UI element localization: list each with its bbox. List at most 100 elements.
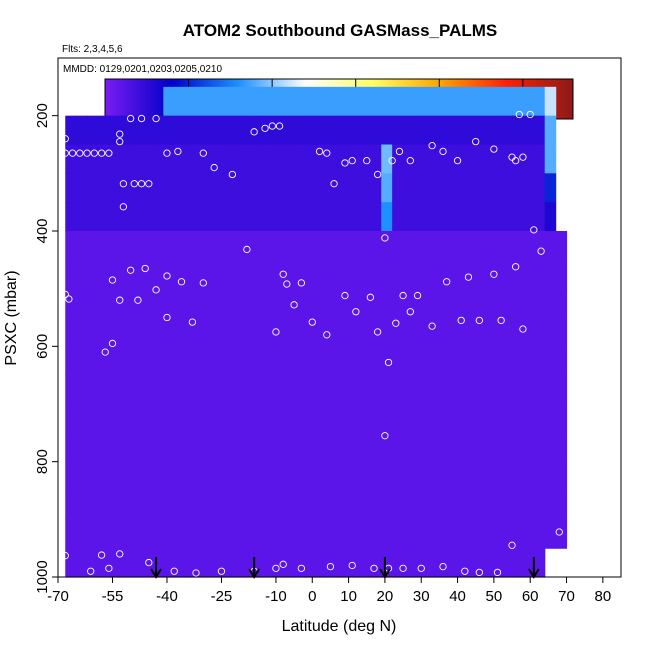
- heatmap-cell: [261, 144, 273, 174]
- heatmap-cell: [555, 490, 568, 520]
- heatmap-cell: [119, 461, 132, 492]
- heatmap-cell: [294, 86, 306, 117]
- heatmap-cell: [119, 519, 132, 549]
- heatmap-cell: [283, 202, 295, 232]
- heatmap-cell: [435, 86, 448, 117]
- heatmap-cell: [163, 173, 175, 203]
- heatmap-cell: [435, 202, 448, 232]
- heatmap-cell: [87, 519, 99, 549]
- heatmap-cell: [337, 202, 350, 232]
- sample-point: [101, 348, 109, 356]
- heatmap-cell: [435, 461, 448, 492]
- dates-note: MMDD: 0129,0201,0203,0205,0210: [63, 64, 222, 75]
- heatmap-cell: [87, 231, 99, 261]
- heatmap-cell: [403, 548, 415, 578]
- heatmap-cell: [130, 173, 143, 203]
- heatmap-cell: [381, 202, 393, 232]
- heatmap-cell: [490, 490, 502, 520]
- heatmap-cell: [87, 432, 99, 463]
- heatmap-cell: [512, 461, 524, 492]
- heatmap-cell: [87, 144, 99, 174]
- heatmap-cell: [261, 490, 273, 520]
- sample-point: [428, 142, 436, 150]
- heatmap-cell: [544, 86, 557, 117]
- heatmap-cell: [239, 375, 252, 405]
- heatmap-cell: [326, 548, 339, 578]
- heatmap-cell: [250, 519, 263, 549]
- heatmap-cell: [239, 86, 252, 117]
- sample-point: [406, 156, 414, 165]
- heatmap-cell: [196, 202, 208, 232]
- heatmap-cell: [326, 346, 339, 376]
- heatmap-cell: [119, 432, 132, 463]
- heatmap-cell: [152, 317, 164, 347]
- heatmap-cell: [348, 375, 361, 405]
- heatmap-cell: [163, 231, 175, 261]
- heatmap-cell: [97, 490, 110, 520]
- heatmap-cell: [261, 173, 273, 203]
- heatmap-cell: [239, 432, 252, 463]
- heatmap-cell: [403, 202, 415, 232]
- heatmap-cell: [468, 115, 480, 146]
- sample-point: [116, 137, 124, 146]
- x-tick-label: -25: [211, 588, 233, 605]
- heatmap-cell: [315, 231, 328, 261]
- heatmap-cell: [479, 404, 491, 434]
- heatmap-cell: [370, 231, 382, 261]
- heatmap-cell: [555, 432, 568, 463]
- heatmap-cell: [174, 144, 186, 174]
- heatmap-cell: [97, 375, 110, 405]
- heatmap-cell: [468, 548, 480, 578]
- heatmap-cell: [446, 173, 459, 203]
- heatmap-cell: [468, 173, 480, 203]
- sample-point: [177, 278, 186, 286]
- heatmap-cell: [479, 519, 491, 549]
- heatmap-cell: [304, 231, 317, 261]
- heatmap-cell: [228, 144, 241, 174]
- heatmap-cell: [457, 375, 470, 405]
- heatmap-cell: [152, 288, 164, 319]
- heatmap-cell: [250, 202, 263, 232]
- heatmap-cell: [468, 259, 480, 290]
- heatmap-cell: [370, 202, 382, 232]
- heatmap-cell: [392, 519, 404, 549]
- heatmap-cell: [392, 461, 404, 492]
- heatmap-cell: [304, 461, 317, 492]
- heatmap-cell: [479, 317, 491, 347]
- heatmap-cell: [228, 375, 241, 405]
- heatmap-cell: [130, 548, 143, 578]
- heatmap-cell: [457, 231, 470, 261]
- heatmap-cell: [381, 288, 393, 319]
- heatmap-cell: [370, 404, 382, 434]
- heatmap-cell: [501, 231, 513, 261]
- heatmap-cell: [294, 144, 306, 174]
- heatmap-cell: [130, 259, 143, 290]
- heatmap-cell: [239, 317, 252, 347]
- heatmap-cell: [196, 432, 208, 463]
- heatmap-cell: [239, 288, 252, 319]
- heatmap-cell: [315, 202, 328, 232]
- sample-point: [370, 564, 378, 572]
- heatmap-cell: [294, 490, 306, 520]
- heatmap-cell: [413, 432, 426, 463]
- heatmap-cell: [326, 115, 339, 146]
- heatmap-cell: [174, 173, 186, 203]
- heatmap-cell: [533, 548, 546, 578]
- heatmap-cell: [490, 259, 502, 290]
- heatmap-cell: [152, 144, 164, 174]
- heatmap-cell: [76, 231, 88, 261]
- heatmap-cell: [468, 144, 480, 174]
- heatmap-cell: [544, 375, 557, 405]
- heatmap-cell: [468, 375, 480, 405]
- heatmap-cell: [206, 519, 219, 549]
- heatmap-cell: [250, 288, 263, 319]
- heatmap-cell: [163, 519, 175, 549]
- sample-point: [323, 331, 331, 339]
- heatmap-cell: [196, 519, 208, 549]
- heatmap-cell: [435, 375, 448, 405]
- sample-point: [279, 270, 287, 278]
- heatmap-cell: [392, 375, 404, 405]
- heatmap-cell: [522, 346, 535, 376]
- heatmap-cell: [479, 432, 491, 463]
- heatmap-cell: [87, 173, 99, 203]
